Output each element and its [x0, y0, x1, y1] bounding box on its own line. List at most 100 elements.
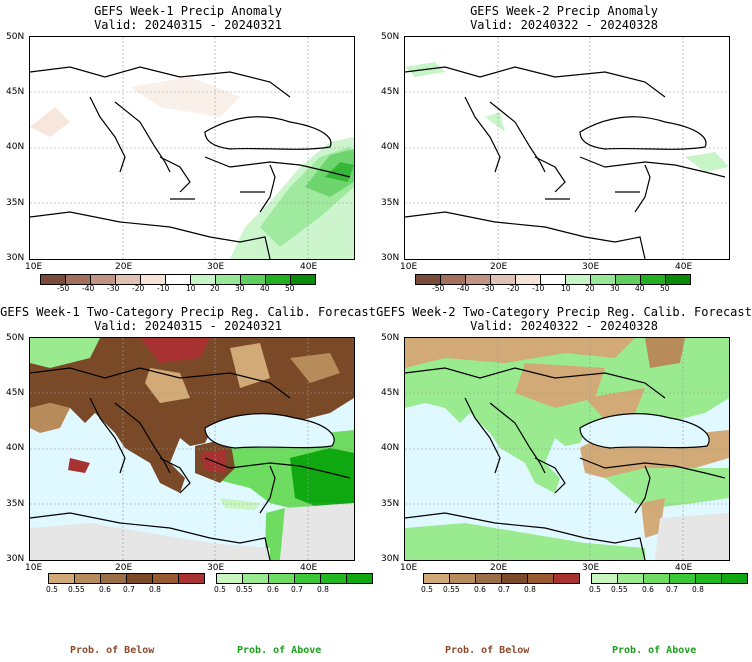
colorbar-swatch [592, 574, 618, 583]
colorbar-label: -20 [132, 284, 145, 293]
land-area [68, 458, 90, 473]
colorbar-swatch [347, 574, 372, 583]
panel4-map [404, 337, 730, 561]
colorbar-label: 50 [285, 284, 295, 293]
lon-label: 30E [207, 262, 225, 272]
black-sea [580, 413, 710, 448]
lon-label: 40E [675, 262, 693, 272]
colorbar-label: -30 [482, 284, 495, 293]
coastline [489, 402, 546, 474]
lon-label: 30E [582, 262, 600, 272]
lon-label: 10E [25, 563, 43, 573]
lon-label: 30E [582, 563, 600, 573]
colorbar-swatch [191, 275, 216, 284]
colorbar-label: 0.55 [611, 585, 628, 594]
colorbar-swatch [321, 574, 347, 583]
colorbar-label: -10 [532, 284, 545, 293]
colorbar-label: 0.55 [68, 585, 85, 594]
colorbar-swatch [618, 574, 644, 583]
colorbar-label: -50 [432, 284, 445, 293]
land-area [30, 523, 270, 560]
land-area [515, 363, 605, 408]
colorbar-swatch [153, 574, 179, 583]
colorbar-swatch [696, 574, 722, 583]
coastline [634, 465, 651, 514]
lat-label: 45N [381, 388, 400, 398]
land-area [585, 388, 645, 420]
coastline [159, 457, 191, 494]
lat-label: 50N [381, 333, 400, 343]
colorbar-label: 20 [210, 284, 220, 293]
dry-anomaly-area [130, 77, 240, 117]
colorbar-label: 0.7 [498, 585, 510, 594]
colorbar-label: 0.8 [149, 585, 161, 594]
below-colorbar [48, 573, 205, 584]
coastline [30, 211, 271, 259]
dry-anomaly-area [30, 107, 70, 137]
colorbar-swatch [670, 574, 696, 583]
panel4-valid: Valid: 20240322 - 20240328 [470, 319, 658, 333]
colorbar-swatch [502, 574, 528, 583]
coastline [89, 397, 126, 474]
coastline [114, 101, 171, 173]
colorbar-swatch [66, 275, 91, 284]
lon-label: 10E [400, 563, 418, 573]
black-sea [205, 413, 335, 448]
coastline [204, 116, 332, 150]
coastline [405, 66, 666, 98]
land-area [140, 338, 210, 363]
colorbar-label: 0.7 [123, 585, 135, 594]
colorbar-label: -10 [157, 284, 170, 293]
colorbar-label: 0.8 [317, 585, 329, 594]
wet-anomaly-area [485, 112, 505, 132]
land-area [290, 448, 354, 508]
lat-label: 45N [6, 388, 25, 398]
panel1-map-svg [30, 37, 354, 259]
lon-label: 40E [675, 563, 693, 573]
coastline [634, 164, 651, 213]
lat-label: 30N [6, 253, 25, 263]
colorbar-swatch [49, 574, 75, 583]
colorbar-label: 0.8 [692, 585, 704, 594]
land-area [655, 513, 729, 560]
colorbar-label: 10 [186, 284, 196, 293]
colorbar-label: -30 [107, 284, 120, 293]
lon-label: 10E [400, 262, 418, 272]
colorbar-label: 0.5 [589, 585, 601, 594]
panel3-map-svg [30, 338, 354, 560]
colorbar-label: -40 [82, 284, 95, 293]
colorbar-swatch [266, 275, 291, 284]
coastline [464, 96, 501, 173]
panel4-map-svg [405, 338, 729, 560]
land-area [405, 338, 635, 368]
colorbar-label: 10 [561, 284, 571, 293]
land-area [645, 338, 685, 368]
colorbar-swatch [591, 275, 616, 284]
panel3-title: GEFS Week-1 Two-Category Precip Reg. Cal… [0, 305, 376, 319]
above-colorbar [216, 573, 373, 584]
colorbar-swatch [179, 574, 204, 583]
below-colorbar [423, 573, 580, 584]
panel4-title: GEFS Week-2 Two-Category Precip Reg. Cal… [376, 305, 752, 319]
land-area [230, 343, 270, 388]
colorbar-swatch [243, 574, 269, 583]
colorbar-swatch [216, 275, 241, 284]
colorbar-swatch [476, 574, 502, 583]
colorbar-swatch [91, 275, 116, 284]
colorbar-label: 0.55 [236, 585, 253, 594]
legend-below: Prob. of Below [70, 645, 155, 656]
lat-label: 50N [6, 32, 25, 42]
panel1-title: GEFS Week-1 Precip Anomaly [94, 4, 282, 18]
lat-label: 45N [381, 87, 400, 97]
colorbar-label: 0.6 [99, 585, 111, 594]
colorbar-swatch [616, 275, 641, 284]
colorbar-swatch [566, 275, 591, 284]
coastline [579, 457, 726, 479]
coastline [405, 367, 666, 399]
coastline [30, 367, 291, 399]
colorbar-label: -20 [507, 284, 520, 293]
coastline [30, 512, 271, 560]
lat-label: 40N [381, 443, 400, 453]
coastline [534, 156, 566, 193]
lon-label: 20E [490, 563, 508, 573]
